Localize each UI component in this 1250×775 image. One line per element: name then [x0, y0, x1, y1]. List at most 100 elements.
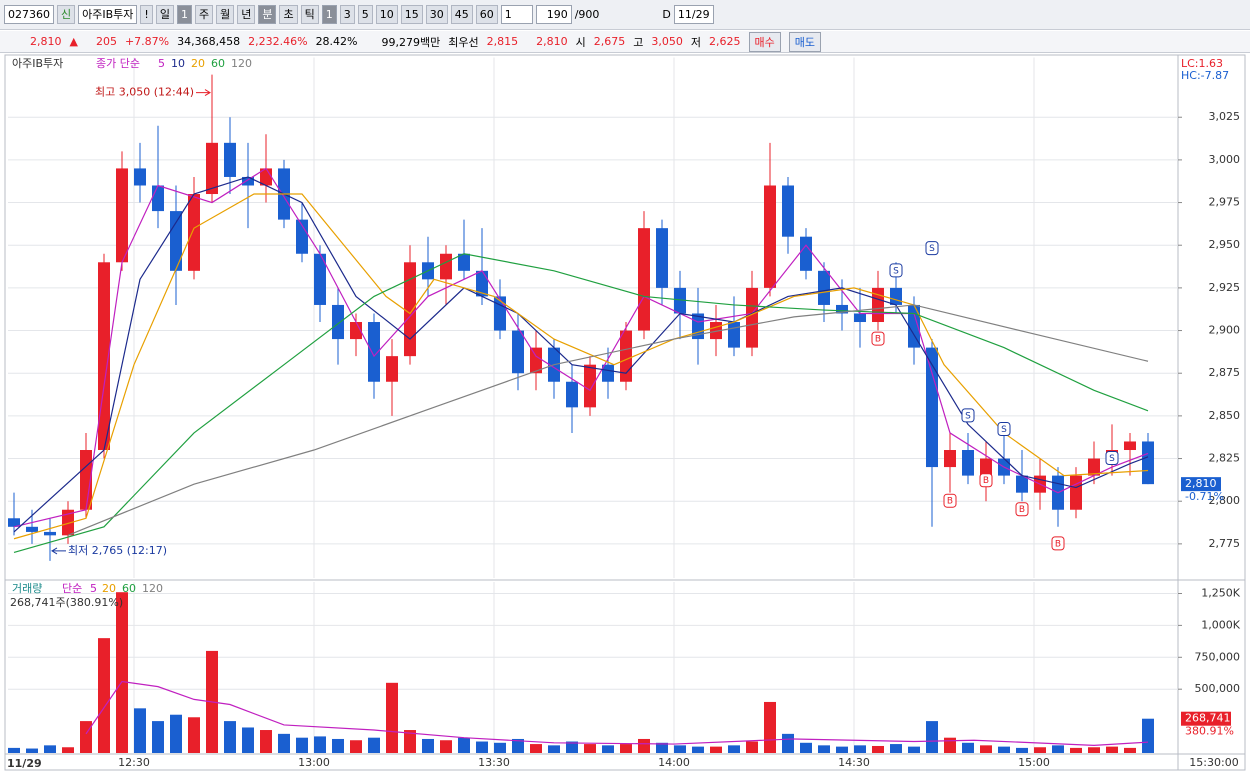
period-btn[interactable]: 월 — [216, 5, 235, 24]
volume-bar — [980, 745, 992, 753]
x-tick-label: 14:00 — [658, 756, 690, 769]
open: 2,675 — [593, 35, 626, 48]
interval-btn[interactable]: 5 — [357, 5, 373, 24]
last-price-label: 2,810 — [1185, 477, 1217, 490]
hc-label: HC:-7.87 — [1181, 69, 1229, 82]
candle-body — [44, 531, 56, 536]
volume-bar — [440, 740, 452, 753]
candle-body — [782, 185, 794, 237]
candle-body — [152, 185, 164, 212]
signal-label: B — [875, 335, 881, 345]
volume-bar — [764, 701, 776, 753]
lc-label: LC:1.63 — [1181, 57, 1223, 70]
period[interactable]: 일 — [155, 5, 174, 24]
legend-name: 거래량 — [12, 582, 42, 595]
x-start-label: 11/29 — [7, 757, 42, 770]
change: 205 — [95, 35, 117, 48]
buy-button[interactable]: 매수 — [748, 31, 781, 52]
code[interactable]: 027360 — [4, 5, 54, 24]
signal-marker — [1051, 536, 1065, 551]
candle-body — [980, 458, 992, 476]
volume-bar — [1142, 718, 1154, 753]
candle-body — [1124, 441, 1136, 451]
volume-bar — [512, 738, 524, 753]
candle-body — [530, 347, 542, 374]
y-tick-label: 500,000 — [1195, 682, 1241, 695]
interval-btn[interactable]: 45 — [450, 5, 473, 24]
period-btn[interactable]: 초 — [279, 5, 298, 24]
sell-button[interactable]: 매도 — [788, 31, 821, 52]
rate: +7.87% — [124, 35, 170, 48]
volume-bar — [638, 738, 650, 753]
candle-body — [800, 236, 812, 271]
volume-bar — [458, 737, 470, 753]
volume-bar — [8, 747, 20, 753]
annotation: 최저 2,765 (12:17) — [68, 544, 167, 557]
period-btn[interactable]: 틱 — [300, 5, 319, 24]
candle-body — [476, 270, 488, 297]
interval-btn[interactable]: 1 — [321, 5, 337, 24]
stock-name[interactable]: 아주IB투자 — [78, 5, 138, 24]
legend-entry: 20 — [102, 582, 116, 595]
ma-line — [67, 304, 1149, 536]
signal-label: S — [1001, 425, 1007, 435]
interval-btn[interactable]: 10 — [375, 5, 398, 24]
volume-bar — [296, 737, 308, 753]
volume-bar — [404, 730, 416, 753]
d-check[interactable]: D — [662, 8, 671, 21]
volume-bar — [260, 730, 272, 753]
interval-btn[interactable]: 60 — [475, 5, 498, 24]
interval-btn[interactable]: 3 — [339, 5, 355, 24]
y-tick-label: 2,875 — [1209, 366, 1241, 379]
candle-body — [728, 322, 740, 348]
volume-bar — [152, 721, 164, 753]
volume-bar — [728, 745, 740, 753]
period-btn[interactable]: 분 — [258, 5, 277, 24]
volume-bar — [98, 638, 110, 753]
alert[interactable]: ! — [140, 5, 153, 24]
y-tick-label: 2,950 — [1209, 238, 1241, 251]
legend-entry: 60 — [122, 582, 136, 595]
candle-body — [206, 142, 218, 195]
volume-bar — [1088, 747, 1100, 753]
volume-bar — [962, 742, 974, 753]
legend-entry: 20 — [191, 57, 205, 70]
signal-marker — [925, 241, 939, 256]
best: 최우선 — [448, 35, 479, 49]
volume-bar — [602, 745, 614, 753]
candle-body — [242, 176, 254, 186]
y-tick-label: 2,975 — [1209, 196, 1241, 209]
period-btn[interactable]: 년 — [237, 5, 256, 24]
period-n[interactable]: 1 — [176, 5, 192, 24]
legend-prefix: 종가 단순 — [96, 57, 140, 70]
volume-bar — [584, 744, 596, 753]
badge[interactable]: 신 — [57, 5, 76, 24]
ma-line — [13, 167, 1149, 528]
unit[interactable]: 1 — [500, 5, 533, 24]
volume-bar — [386, 682, 398, 753]
ask: 2,815 — [486, 35, 519, 48]
interval-btn[interactable]: 15 — [400, 5, 423, 24]
volume-bar — [944, 737, 956, 753]
signal-label: B — [1055, 539, 1061, 549]
count[interactable]: 190 — [535, 5, 572, 24]
period-btn[interactable]: 주 — [194, 5, 214, 24]
volume-bar — [872, 745, 884, 753]
signal-label: B — [1019, 505, 1025, 515]
candle-body — [8, 518, 20, 527]
volume-bar — [170, 714, 182, 753]
volume-bar — [44, 745, 56, 753]
candle-body — [368, 322, 380, 382]
volume-bar — [998, 746, 1010, 753]
high-label: 고 — [633, 35, 644, 49]
interval-btn[interactable]: 30 — [425, 5, 448, 24]
candle-body — [134, 168, 146, 186]
volume-bar — [1052, 745, 1064, 753]
date[interactable]: 11/29 — [673, 5, 714, 24]
candle-body — [602, 364, 614, 382]
candle-body — [926, 347, 938, 468]
amount: 99,279백만 — [381, 35, 441, 49]
volume: 34,368,458 — [177, 35, 241, 48]
